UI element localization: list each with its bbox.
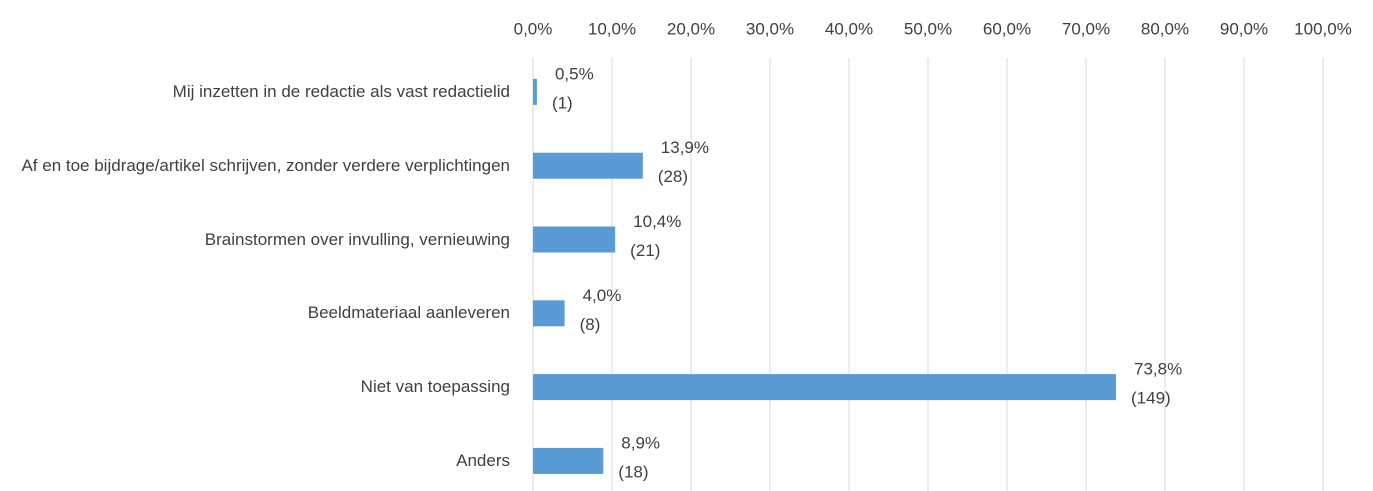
- x-tick-label: 0,0%: [514, 19, 553, 38]
- x-tick-label: 70,0%: [1062, 19, 1110, 38]
- value-label: 4,0%: [583, 286, 622, 305]
- category-label: Af en toe bijdrage/artikel schrijven, zo…: [21, 155, 510, 175]
- bar: [533, 226, 616, 253]
- x-tick-label: 50,0%: [904, 19, 952, 38]
- count-label: (21): [630, 241, 660, 260]
- x-tick-label: 80,0%: [1141, 19, 1189, 38]
- category-label: Beeldmateriaal aanleveren: [307, 303, 510, 323]
- x-tick-label: 40,0%: [825, 19, 873, 38]
- bar: [533, 374, 1117, 401]
- bar: [533, 78, 537, 105]
- x-tick-label: 30,0%: [746, 19, 794, 38]
- x-tick-label: 90,0%: [1220, 19, 1268, 38]
- value-label: 0,5%: [555, 64, 594, 83]
- value-label: 8,9%: [621, 433, 660, 452]
- bar: [533, 447, 604, 474]
- bar: [533, 300, 565, 327]
- count-label: (1): [552, 93, 573, 112]
- category-label: Niet van toepassing: [360, 377, 510, 397]
- x-tick-label: 60,0%: [983, 19, 1031, 38]
- value-label: 13,9%: [661, 138, 709, 157]
- x-tick-label: 10,0%: [588, 19, 636, 38]
- x-tick-label: 100,0%: [1294, 19, 1352, 38]
- value-label: 73,8%: [1134, 360, 1182, 379]
- x-tick-label: 20,0%: [667, 19, 715, 38]
- category-label: Mij inzetten in de redactie als vast red…: [172, 81, 510, 101]
- category-label: Anders: [456, 450, 510, 470]
- value-label: 10,4%: [633, 212, 681, 231]
- count-label: (149): [1131, 389, 1171, 408]
- category-label: Brainstormen over invulling, vernieuwing: [204, 229, 510, 249]
- bar: [533, 152, 643, 179]
- count-label: (28): [658, 167, 688, 186]
- count-label: (18): [618, 462, 648, 481]
- count-label: (8): [580, 315, 601, 334]
